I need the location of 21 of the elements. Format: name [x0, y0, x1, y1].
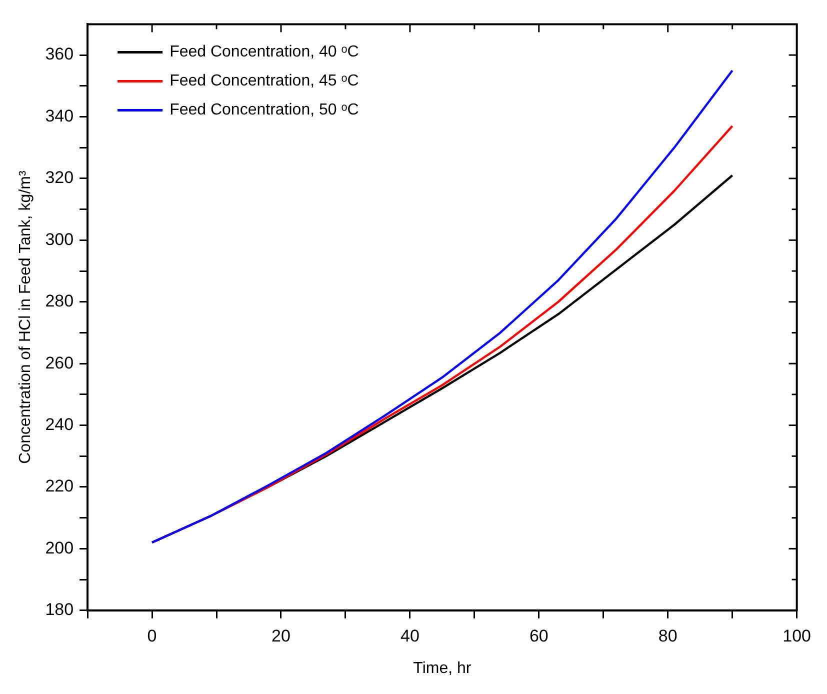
legend-label: Feed Concentration, 45 ᵒC [170, 72, 359, 90]
y-axis-title: Concentration of HCl in Feed Tank, kg/m³ [17, 170, 34, 464]
legend-label: Feed Concentration, 40 ᵒC [170, 44, 359, 61]
y-tick-label: 180 [45, 600, 74, 620]
x-tick-label: 40 [400, 626, 420, 646]
x-tick-label: 0 [147, 626, 157, 646]
legend-label: Feed Concentration, 50 ᵒC [170, 102, 359, 119]
x-tick-label: 80 [658, 626, 678, 646]
y-tick-label: 300 [45, 230, 74, 249]
x-tick-label: 20 [272, 626, 290, 646]
y-tick-label: 320 [45, 168, 74, 188]
y-tick-label: 260 [45, 353, 74, 372]
y-tick-label: 280 [45, 292, 74, 311]
x-tick-label: 60 [529, 626, 548, 646]
y-tick-label: 200 [45, 538, 74, 558]
y-tick-label: 220 [45, 476, 74, 496]
y-tick-label: 240 [45, 414, 74, 434]
x-tick-label: 100 [782, 626, 812, 646]
x-axis-title: Time, hr [413, 660, 472, 677]
y-tick-label: 360 [45, 44, 74, 64]
y-tick-label: 340 [45, 106, 74, 126]
